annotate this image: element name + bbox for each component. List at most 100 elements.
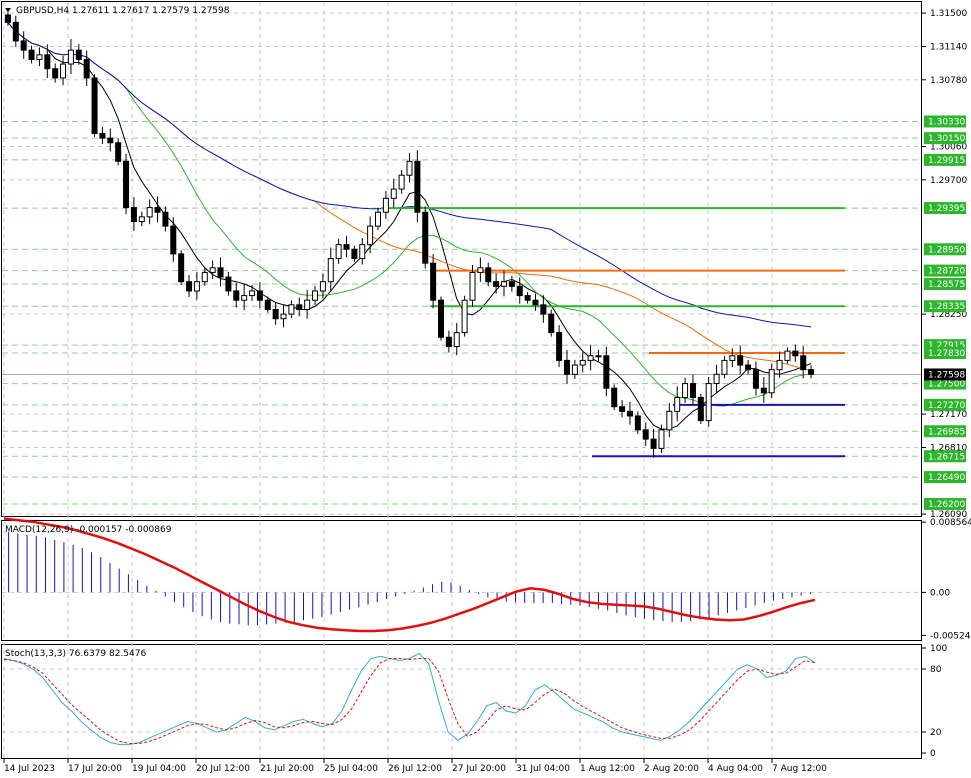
candle-body [335, 244, 342, 260]
candle-body [99, 133, 106, 139]
x-tick-label: 26 Jul 12:00 [388, 764, 442, 774]
level-label-box [924, 425, 966, 438]
candle-body [532, 299, 539, 306]
candle-body [382, 197, 389, 213]
candle-body [296, 304, 303, 310]
candle-body [75, 49, 82, 60]
level-label: 1.28720 [928, 267, 965, 277]
candle-body [768, 369, 775, 394]
candle-body [123, 160, 130, 209]
y-tick-label: 1.27170 [930, 410, 967, 420]
candle-body [52, 68, 59, 79]
candle-body [485, 267, 492, 283]
level-label-box [924, 450, 966, 463]
candle-body [571, 364, 578, 375]
candle-body [682, 383, 689, 398]
level-label: 1.28575 [928, 280, 965, 290]
level-label: 1.26200 [928, 500, 965, 510]
stoch-pane [1, 644, 922, 759]
level-label-box [924, 398, 966, 411]
y-tick-label: 1.26090 [930, 510, 967, 520]
candle-body [83, 58, 90, 79]
candle-body [500, 281, 507, 287]
level-label-box [924, 377, 966, 390]
candle-body [508, 281, 515, 287]
macd-tick-label: 0.00 [930, 588, 950, 598]
candle-body [209, 267, 216, 273]
candle-body [130, 207, 137, 222]
level-label: 1.27915 [928, 341, 965, 351]
macd-title: MACD(12,26,9) -0.000157 -0.000869 [5, 525, 172, 535]
candle-body [745, 364, 752, 371]
candle-body [398, 174, 405, 190]
candle-body [319, 281, 326, 292]
candle-body [20, 40, 27, 51]
y-tick-label: 1.30060 [930, 142, 967, 152]
candle-body [241, 295, 248, 301]
stoch-tick-label: 80 [930, 665, 942, 675]
level-label-box [924, 347, 966, 360]
price-axis: 1.31500 1.31140 1.30780 1.30060 1.29700 1.282… [921, 9, 971, 759]
x-tick-label: 1 Aug 12:00 [580, 764, 635, 774]
candle-body [619, 406, 626, 412]
level-label: 1.27830 [928, 349, 965, 359]
candle-body [611, 387, 618, 408]
x-tick-label: 4 Aug 04:00 [708, 764, 763, 774]
y-tick-label: 1.31140 [930, 42, 967, 52]
candle-body [217, 267, 224, 278]
level-label-box [924, 471, 966, 484]
candle-body [579, 359, 586, 366]
level-label-box [924, 153, 966, 166]
stoch-series [2, 652, 921, 746]
candle-body [162, 211, 169, 227]
candle-body [233, 290, 240, 301]
macd-tick-label: 0.008564 [930, 518, 971, 528]
level-label-box [924, 278, 966, 291]
candle-body [595, 355, 602, 358]
candle-body [272, 308, 279, 320]
stoch-tick-label: 0 [930, 749, 936, 759]
candle-body [493, 281, 500, 287]
y-tick-label: 1.28250 [930, 310, 967, 320]
symbol-menu-icon[interactable] [5, 8, 11, 12]
candle-body [91, 77, 98, 135]
candle-body [705, 383, 712, 422]
candle-body [808, 369, 815, 375]
candle-body [634, 415, 641, 431]
candle-body [225, 276, 232, 292]
x-tick-label: 21 Jul 20:00 [260, 764, 314, 774]
candle-body [178, 253, 185, 283]
time-axis: 14 Jul 2023 17 Jul 20:00 19 Jul 04:00 20 Ju… [3, 758, 827, 774]
candle-body [343, 244, 350, 250]
candle-body [406, 160, 413, 176]
candle-body [642, 429, 649, 440]
candle-body [752, 369, 759, 389]
candle-body [792, 350, 799, 357]
candle-body [115, 142, 122, 162]
current-price-label: 1.27598 [928, 370, 965, 380]
level-label: 1.27270 [928, 401, 965, 411]
candle-body [477, 267, 484, 273]
x-tick-label: 27 Jul 20:00 [452, 764, 506, 774]
stoch-tick-label: 100 [930, 644, 947, 654]
candle-body [186, 281, 193, 292]
y-tick-label: 1.26810 [930, 443, 967, 453]
x-tick-label: 7 Aug 12:00 [772, 764, 827, 774]
level-label-box [924, 132, 966, 145]
price-pane [1, 1, 922, 517]
candle-body [28, 49, 35, 60]
candle-body [689, 383, 696, 398]
level-label: 1.30150 [928, 134, 965, 144]
candle-body [548, 313, 555, 334]
candle-body [327, 258, 334, 283]
x-tick-label: 17 Jul 20:00 [68, 764, 122, 774]
y-tick-label: 1.30780 [930, 76, 967, 86]
level-label: 1.26490 [928, 473, 965, 483]
candle-body [138, 216, 145, 222]
candle-body [280, 313, 287, 320]
level-label: 1.26715 [928, 452, 965, 462]
candle-body [201, 271, 208, 283]
level-label: 1.29395 [928, 204, 965, 214]
level-label: 1.30330 [928, 117, 965, 127]
level-label-box [924, 115, 966, 128]
